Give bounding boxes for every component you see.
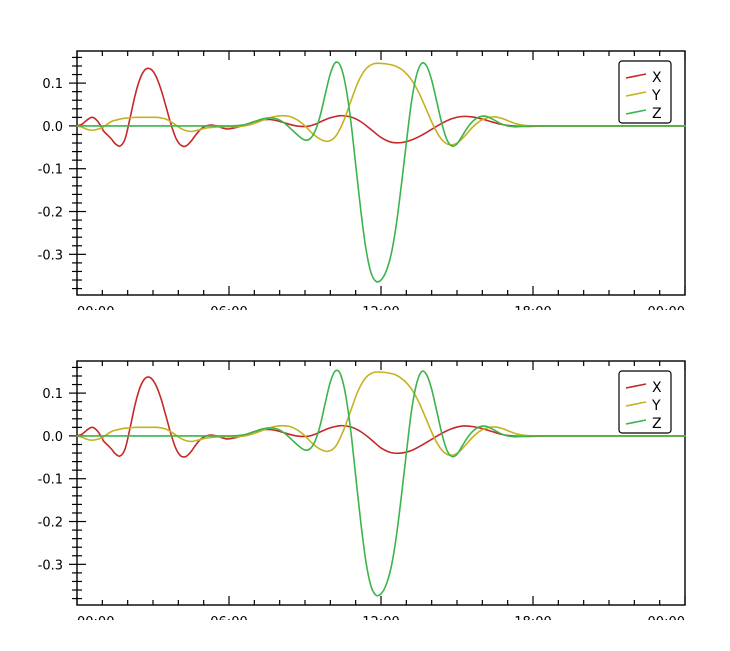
plot-area-top: 0.1 0.0 -0.1 -0.2 -0.3 00:00 06:00 12:00 18:00 00…	[38, 50, 686, 310]
y-axis-tick-label: -0.1	[38, 473, 63, 488]
x-axis-tick-label: 18:00	[514, 305, 551, 310]
legend-swatch-x	[625, 73, 647, 79]
y-axis-tick-label: -0.3	[38, 558, 63, 573]
y-axis-tick-label: -0.2	[38, 206, 63, 221]
series-line-z	[76, 61, 686, 283]
y-axis-tick-label: 0.0	[42, 430, 63, 445]
x-axis-tick-label: 12:00	[362, 615, 399, 620]
x-axis-tick-label: 00:00	[77, 305, 114, 310]
y-axis-tick-label: -0.1	[38, 163, 63, 178]
legend-label-z: Z	[652, 416, 662, 432]
series-line-y	[76, 62, 686, 146]
y-axis-tick-label: -0.2	[38, 516, 63, 531]
legend-label-z: Z	[652, 106, 662, 122]
legend-label-y: Y	[651, 88, 661, 104]
x-axis-tick-label: 00:00	[77, 615, 114, 620]
y-axis-tick-label: 0.0	[42, 120, 63, 135]
x-axis-tick-label: 12:00	[362, 305, 399, 310]
series-line-x	[76, 376, 686, 458]
chart-panel-top: 0.1 0.0 -0.1 -0.2 -0.3 00:00 06:00 12:00 18:00 00…	[0, 10, 730, 310]
x-axis-tick-label: 06:00	[210, 615, 247, 620]
x-axis-tick-label: 00:00	[648, 615, 685, 620]
plot-area-bottom: 0.1 0.0 -0.1 -0.2 -0.3 00:00 06:00 12:00 18:00 00…	[38, 360, 686, 620]
series-line-y	[76, 371, 686, 457]
y-axis-tick-label: -0.3	[38, 248, 63, 263]
legend-swatch-y	[625, 401, 647, 407]
y-axis-tick-label: 0.1	[42, 77, 63, 92]
plot-frame	[76, 50, 686, 296]
legend-swatch-y	[625, 91, 647, 97]
y-axis-tick-label: 0.1	[42, 387, 63, 402]
legend: XYZ	[618, 60, 672, 124]
series-line-x	[76, 67, 686, 148]
legend: XYZ	[618, 370, 672, 434]
chart-panel-bottom: 0.1 0.0 -0.1 -0.2 -0.3 00:00 06:00 12:00 18:00 00…	[0, 320, 730, 620]
plot-frame	[76, 360, 686, 606]
x-axis-tick-label: 18:00	[514, 615, 551, 620]
legend-label-x: X	[652, 70, 662, 86]
legend-label-y: Y	[651, 398, 661, 414]
legend-swatch-z	[625, 109, 647, 115]
legend-swatch-x	[625, 383, 647, 389]
x-axis-tick-label: 06:00	[210, 305, 247, 310]
series-line-z	[76, 369, 686, 597]
legend-label-x: X	[652, 380, 662, 396]
legend-swatch-z	[625, 419, 647, 425]
x-axis-tick-label: 00:00	[648, 305, 685, 310]
